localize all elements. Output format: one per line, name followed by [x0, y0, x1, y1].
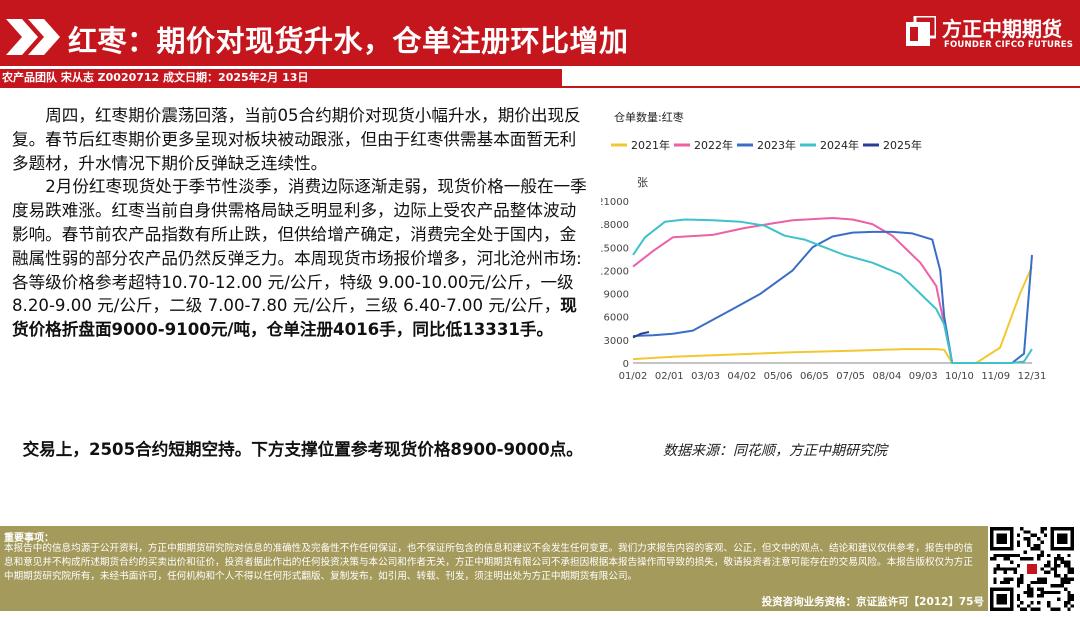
legend-label-5: 2025年: [883, 138, 922, 152]
x-tick-label-3: 03/03: [691, 371, 720, 382]
data-source: 数据来源：同花顺，方正中期研究院: [663, 443, 887, 459]
disclaimer-footer: 重要事项： 本报告中的信息均源于公开资料，方正中期期货研究院对信息的准确性及完备…: [0, 526, 988, 611]
header-bar: 红枣：期价对现货升水，仓单注册环比增加 方正中期期货 FOUNDER CIFCO…: [0, 0, 1080, 66]
brand-name-cn: 方正中期期货: [942, 17, 1062, 41]
legend-label-4: 2024年: [820, 138, 859, 152]
x-tick-label-10: 10/10: [945, 371, 974, 382]
x-tick-label-1: 01/02: [619, 371, 648, 382]
legend-label-1: 2021年: [631, 138, 670, 152]
page-title: 红枣：期价对现货升水，仓单注册环比增加: [68, 24, 629, 58]
warehouse-receipt-chart: 仓单数量:红枣 2021年 2022年 2023年 2024年 2025年 张 0 300…: [601, 110, 1047, 382]
chart-legend: 2021年 2022年 2023年 2024年 2025年: [611, 138, 922, 152]
paragraph-2-bold: 现货价格折盘面9000-9100元/吨，仓单注册4016手，同比低13331手。: [12, 296, 577, 340]
license-info: 投资咨询业务资格：京证监许可【2012】75号: [761, 596, 984, 608]
x-tick-label-12: 12/31: [1018, 371, 1047, 382]
x-tick-label-9: 09/03: [909, 371, 938, 382]
divider: [0, 86, 1080, 88]
x-axis: 01/02 02/01 03/03 04/02 05/06 06/05 07/05 08/04…: [619, 362, 1047, 382]
y-axis-label: 张: [637, 176, 648, 189]
paragraph-2-text: 2月份红枣现货处于季节性淡季，消费边际逐渐走弱，现货价格一般在一季度易跌难涨。红…: [12, 177, 587, 316]
series-line-2: [632, 217, 954, 364]
y-tick-label-5: 12000: [601, 266, 629, 277]
x-tick-label-4: 04/02: [727, 371, 756, 382]
x-tick-label-5: 05/06: [764, 371, 793, 382]
chart-title: 仓单数量:红枣: [614, 110, 684, 124]
series-line-3: [632, 230, 1033, 364]
legend-label-3: 2023年: [757, 138, 796, 152]
disclaimer-title: 重要事项：: [4, 533, 54, 544]
y-tick-label-4: 9000: [604, 290, 629, 301]
y-axis: 0 3000 6000 9000 12000 15000 18000 21000: [601, 197, 629, 370]
x-tick-label-7: 07/05: [836, 371, 865, 382]
analysis-text: 周四，红枣期价震荡回落，当前05合约期价对现货小幅升水，期价出现反复。春节后红枣…: [12, 104, 592, 342]
series-line-5: [632, 331, 650, 339]
disclaimer-text: 本报告中的信息均源于公开资料，方正中期期货研究院对信息的准确性及完备性不作任何保…: [4, 543, 973, 583]
series-line-4: [632, 218, 1033, 364]
double-chevron-icon: [6, 19, 60, 55]
paragraph-3: 交易上，2505合约短期空持。下方支撑位置参考现货价格8900-9000点。: [22, 440, 583, 459]
x-tick-label-6: 06/05: [800, 371, 829, 382]
author-meta: 农产品团队 宋从志 Z0020712 成文日期：2025年2月 13日: [0, 69, 562, 86]
paragraph-1: 周四，红枣期价震荡回落，当前05合约期价对现货小幅升水，期价出现反复。春节后红枣…: [12, 106, 581, 173]
y-tick-label-3: 6000: [604, 313, 629, 324]
brand-name-en: FOUNDER CIFCO FUTURES: [944, 40, 1074, 50]
legend-label-2: 2022年: [694, 138, 733, 152]
y-tick-label-1: 0: [623, 359, 629, 370]
series-line-1: [632, 266, 1033, 364]
x-tick-label-8: 08/04: [872, 371, 901, 382]
founder-logo-icon: [906, 16, 936, 46]
qr-code-icon[interactable]: [990, 527, 1074, 611]
y-tick-label-7: 18000: [601, 220, 629, 231]
x-tick-label-2: 02/01: [655, 371, 684, 382]
trading-advice: 交易上，2505合约短期空持。下方支撑位置参考现货价格8900-9000点。: [6, 438, 586, 462]
paragraph-2: 2月份红枣现货处于季节性淡季，消费边际逐渐走弱，现货价格一般在一季度易跌难涨。红…: [12, 175, 592, 342]
y-tick-label-6: 15000: [601, 243, 629, 254]
y-tick-label-8: 21000: [601, 197, 629, 208]
y-tick-label-2: 3000: [604, 336, 629, 347]
x-tick-label-11: 11/09: [981, 371, 1010, 382]
chart-lines: [632, 217, 1033, 364]
